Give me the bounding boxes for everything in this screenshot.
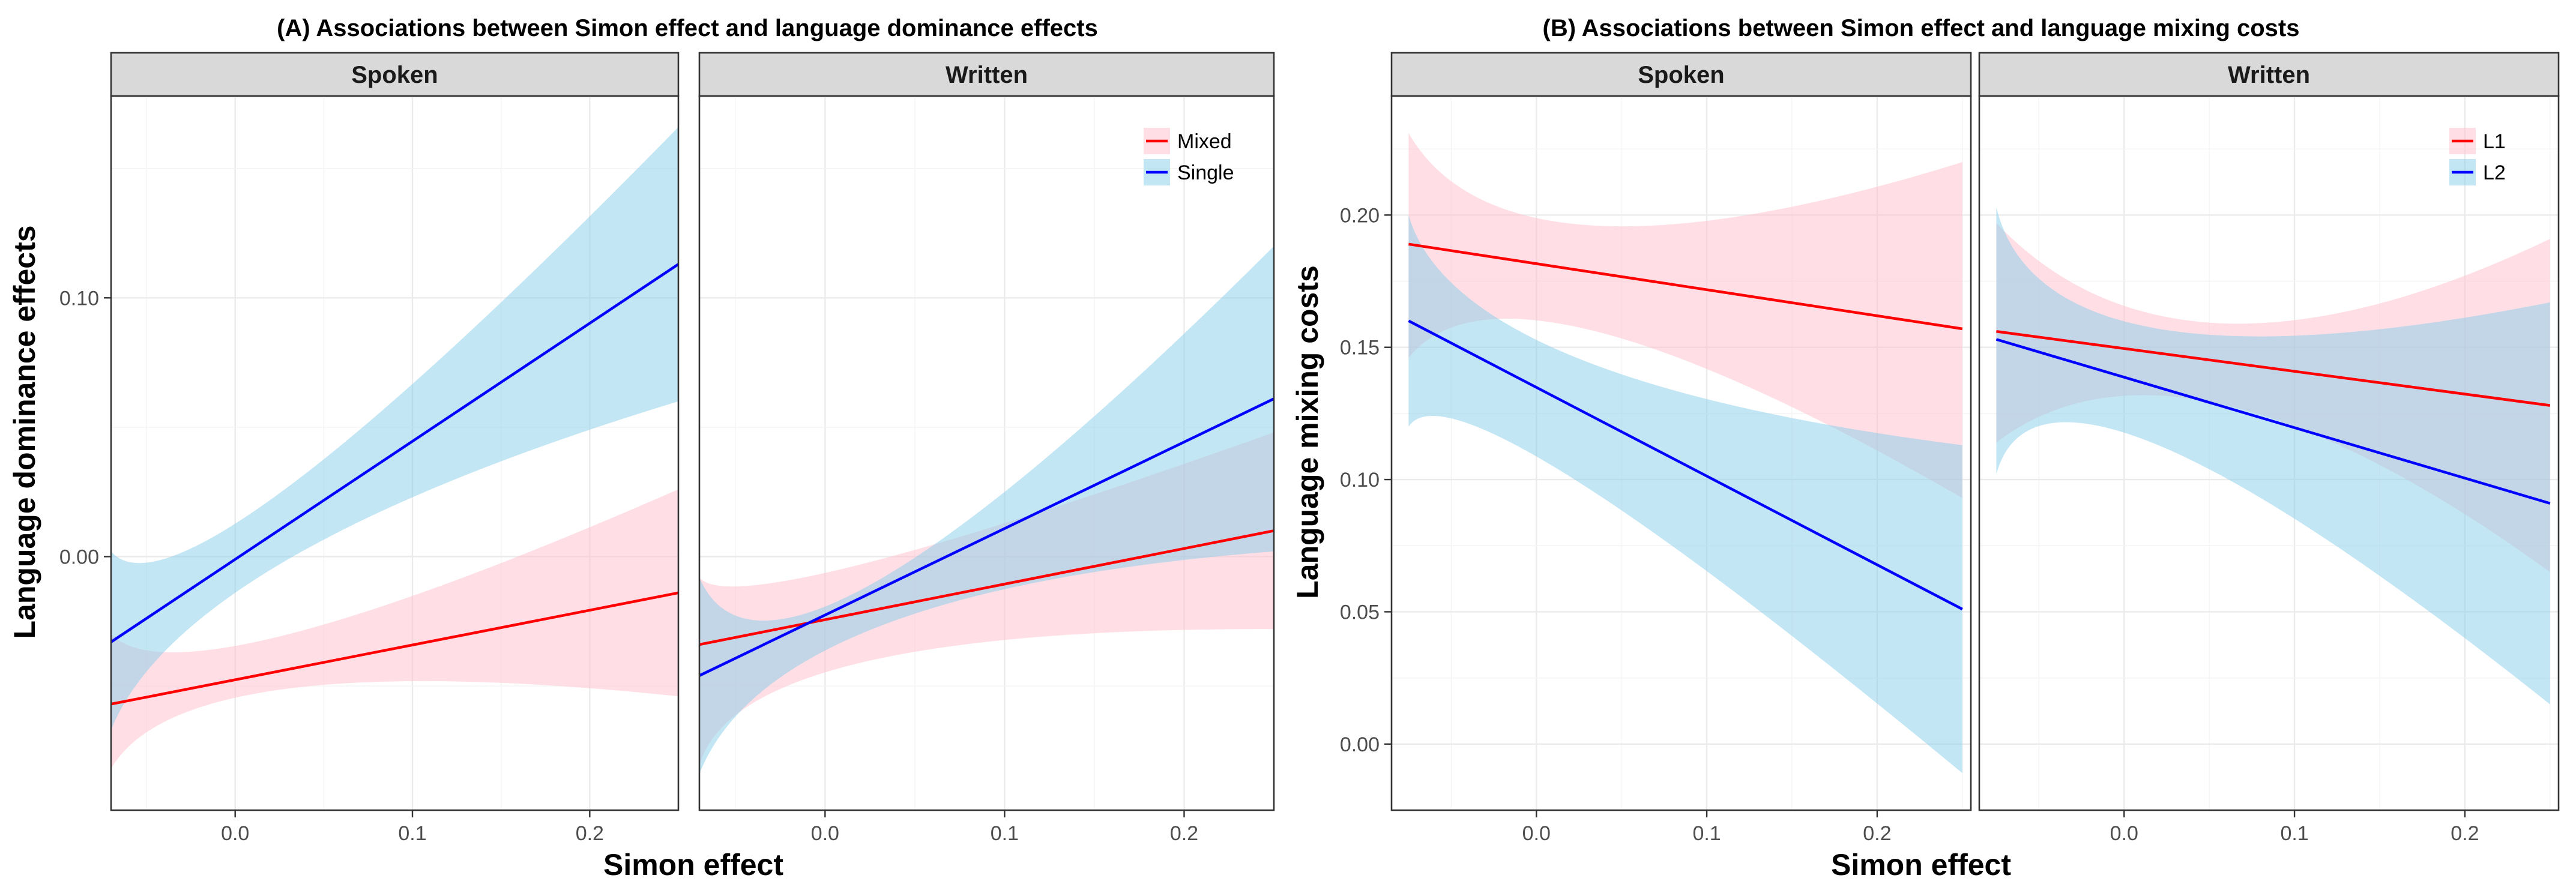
y-tick-label: 0.15 <box>1340 337 1380 359</box>
x-tick-label: 0.1 <box>1692 822 1721 845</box>
fit-line-l2 <box>1995 338 2551 505</box>
y-axis-title: Language dominance effects <box>8 225 41 639</box>
x-tick-label: 0.0 <box>221 822 249 845</box>
y-tick-label: 0.20 <box>1340 204 1380 227</box>
x-axis-title: Simon effect <box>603 848 783 882</box>
legend-label: Single <box>1177 161 1234 184</box>
x-tick-label: 0.2 <box>1170 822 1198 845</box>
ci-band-l2 <box>1408 215 1962 774</box>
x-tick-label: 0.2 <box>1863 822 1891 845</box>
x-tick-label: 0.1 <box>991 822 1019 845</box>
y-tick-label: 0.10 <box>59 287 99 310</box>
panel-frame <box>110 95 680 811</box>
fit-line-mixed <box>699 529 1274 646</box>
x-tick-label: 0.2 <box>576 822 604 845</box>
facet-strip-label: Spoken <box>351 62 438 88</box>
x-tick-label: 0.0 <box>1522 822 1551 845</box>
facet-spoken: Spoken 0.0 0.1 0.2 0.00 0.10 <box>59 52 680 845</box>
confidence-bands <box>699 246 1274 774</box>
regression-lines <box>699 397 1274 677</box>
chart-0: (A) Associations between Simon effect an… <box>8 15 1275 882</box>
regression-lines <box>1995 330 2551 505</box>
ci-band-l2 <box>1996 207 2550 705</box>
panel-frame <box>1390 95 1972 811</box>
x-tick-label: 0.1 <box>398 822 426 845</box>
ci-band-mixed <box>111 489 678 769</box>
panel-frame <box>1978 95 2560 811</box>
legend-label: L1 <box>2483 130 2506 153</box>
facet-strip <box>1978 52 2560 97</box>
facet-written: Written 0.0 0.1 0.2 Mixed Single <box>698 52 1275 845</box>
x-tick-label: 0.0 <box>811 822 839 845</box>
chart-root: (A) Associations between Simon effect an… <box>8 15 2560 882</box>
fit-line-single <box>699 397 1274 677</box>
facet-strip-label: Spoken <box>1638 62 1724 88</box>
fit-line-l2 <box>1408 319 1963 611</box>
facet-strip <box>698 52 1275 97</box>
ci-band-l1 <box>1408 133 1962 498</box>
confidence-bands <box>1996 207 2550 705</box>
ci-band-single <box>111 127 678 730</box>
regression-lines <box>1408 242 1963 611</box>
x-tick-label: 0.0 <box>2110 822 2138 845</box>
regression-lines <box>111 263 678 706</box>
chart-1: (B) Associations between Simon effect an… <box>1291 15 2560 882</box>
ci-band-single <box>699 246 1274 774</box>
facet-spoken: Spoken 0.0 0.1 0.2 0.00 0.05 0.10 0.15 0.20 <box>1340 52 1972 845</box>
fit-line-l1 <box>1996 330 2551 407</box>
y-tick-label: 0.10 <box>1340 469 1380 492</box>
y-axis-title: Language mixing costs <box>1291 265 1324 599</box>
x-tick-label: 0.1 <box>2280 822 2308 845</box>
legend-label: L2 <box>2483 161 2506 184</box>
legend-label: Mixed <box>1177 130 1232 153</box>
x-axis-title: Simon effect <box>1831 848 2011 882</box>
legend: Mixed Single <box>1144 128 1234 185</box>
chart-title: (A) Associations between Simon effect an… <box>277 15 1098 41</box>
panel-frame <box>698 95 1275 811</box>
fit-line-mixed <box>111 591 678 706</box>
fit-line-l1 <box>1408 242 1963 331</box>
confidence-bands <box>111 127 678 769</box>
facet-strip-label: Written <box>2228 62 2310 88</box>
facet-strip <box>1390 52 1972 97</box>
fit-line-single <box>111 263 678 643</box>
y-tick-label: 0.00 <box>1340 733 1380 756</box>
y-tick-label: 0.05 <box>1340 601 1380 624</box>
y-tick-label: 0.00 <box>59 546 99 568</box>
facet-strip-label: Written <box>946 62 1028 88</box>
confidence-bands <box>1408 133 1962 774</box>
chart-title: (B) Associations between Simon effect an… <box>1543 15 2300 41</box>
x-tick-label: 0.2 <box>2451 822 2479 845</box>
